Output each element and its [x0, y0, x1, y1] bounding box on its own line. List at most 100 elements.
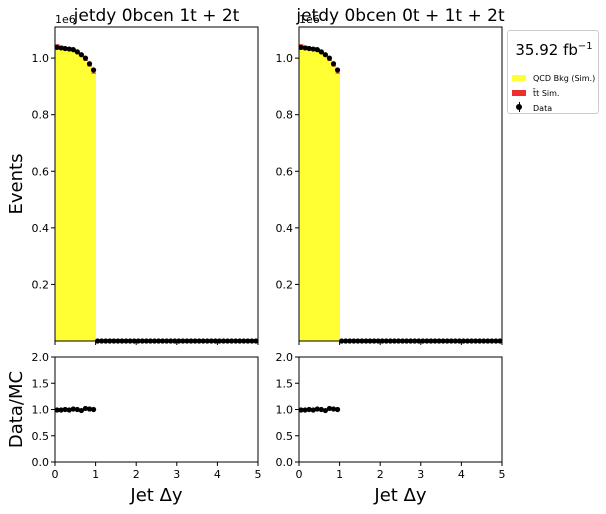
panel1-ytick-label: 0.4 [32, 222, 50, 235]
panel2-data-point [375, 338, 381, 344]
panel2-data-point [310, 46, 316, 52]
panel2-xtick-label: 5 [499, 468, 506, 481]
panel2-xtick-label: 4 [458, 468, 465, 481]
panel1-data-point [184, 338, 190, 344]
panel1-data-point [135, 338, 141, 344]
panel1-data-point [147, 338, 154, 344]
panel1-data-point [111, 338, 117, 344]
panel1-ratio-point [58, 407, 64, 413]
panel2-data-point [493, 338, 499, 344]
panel2-data-point [468, 338, 475, 344]
panel1-ratio-ylabel: Data/MC [6, 371, 27, 448]
panel2-bar-qcd [335, 73, 340, 342]
panel2-ratio-ytick-label: 0.5 [276, 430, 294, 443]
panel1-data-point [107, 338, 113, 344]
panel1-ratio-point [86, 406, 93, 412]
panel2-data-point [371, 338, 377, 344]
panel2-data-point [416, 338, 422, 344]
panel1-data-point [176, 338, 182, 344]
panel2-ratio-point [318, 406, 324, 413]
panel1-data-point [155, 338, 162, 344]
panel2-bar-qcd [319, 52, 324, 341]
panel2-data-point [440, 338, 446, 344]
panel2-data-point [343, 338, 349, 344]
panel1-xtick-label: 4 [214, 468, 221, 481]
panel1-data-point [204, 338, 210, 344]
panel2-data-point [351, 338, 357, 344]
panel1-data-point [229, 338, 235, 344]
panel2-ratio-point [314, 406, 320, 412]
panel2-data-point [355, 338, 361, 344]
panel1-data-point [196, 338, 202, 344]
panel1-data-point [224, 338, 231, 344]
panel2-bar-qcd [331, 66, 336, 341]
panel1-ytick-label: 0.8 [32, 109, 50, 122]
panel1-bar-qcd [55, 45, 60, 341]
panel1-data-point [115, 338, 121, 344]
panel2-data-point [424, 338, 430, 344]
panel1-data-point [241, 338, 247, 344]
panel2-ratio-point [298, 407, 304, 413]
panel1-data-points [54, 44, 259, 344]
panel2-data-point [464, 338, 471, 344]
panel2-data-point [473, 338, 479, 344]
panel1-data-point [245, 338, 251, 344]
panel2-data-point [302, 45, 308, 51]
panel2-data-point [306, 45, 312, 52]
panel2-data-point [448, 338, 454, 344]
panel2-ytick-label: 0.4 [276, 222, 294, 235]
panel1-data-point [237, 338, 243, 344]
legend-swatch-qcd [512, 75, 526, 81]
legend-marker-data [516, 104, 522, 110]
panel2-data-point [395, 338, 402, 344]
panel2-bar-qcd [311, 48, 316, 341]
panel1-data-point [159, 338, 166, 344]
panel2-data-point [339, 338, 345, 344]
luminosity-value: 35.92 fb [515, 41, 578, 59]
legend: 35.92 fb−1 QCD Bkg (Sim.) t̄t Sim. Data [507, 30, 599, 114]
panel2-data-point [363, 338, 369, 344]
legend-swatch-ttbar [512, 90, 526, 96]
panel2-data-point [383, 338, 389, 344]
panel2-data-point [412, 338, 418, 344]
panel2-ratio-ytick-label: 1.0 [276, 404, 294, 417]
panel1-ylabel: Events [6, 154, 27, 215]
panel1-xtick-label: 2 [133, 468, 140, 481]
panel1-data-point [208, 338, 214, 344]
panel1-ratio-point [82, 405, 89, 412]
panel1-ratio-ytick-label: 0.0 [32, 456, 50, 469]
panel1-ratio-point [54, 407, 60, 413]
panel2-ratio-point [330, 406, 337, 412]
panel2-data-point [387, 338, 393, 344]
panel1-data-point [164, 338, 170, 344]
panel2-ratio-point [306, 406, 312, 413]
panel1-bar-qcd [79, 56, 84, 342]
panel1-ratio-point [78, 407, 84, 414]
panel2-data-point [477, 338, 483, 344]
panel1-ratio-ytick-label: 1.0 [32, 404, 50, 417]
panel2-bar-qcd [323, 56, 328, 342]
panel1-title: jetdy 0bcen 1t + 2t [73, 6, 240, 26]
panel2-data-point [456, 338, 462, 344]
panel1-ratio-point [62, 406, 68, 413]
panel2-data-point [444, 338, 450, 344]
panel2-data-point [298, 44, 304, 50]
panel2-ytick-label: 0.2 [276, 278, 294, 291]
panel1-data-point [82, 55, 89, 61]
panel1-bar-qcd [63, 48, 68, 341]
panel2-bar-qcd [307, 48, 312, 341]
panel1-data-point [233, 338, 239, 344]
panel1-y-exponent: 1e6 [55, 13, 76, 26]
panel2-data-point [399, 338, 406, 344]
panel1-ytick-label: 1.0 [32, 52, 50, 65]
legend-label-data: Data [533, 104, 553, 113]
panel1-data-point [74, 49, 80, 55]
panel1-xtick-label: 5 [255, 468, 262, 481]
panel1-bar-qcd [83, 60, 88, 341]
panel1-bar-qcd [75, 52, 80, 341]
panel2-data-point [436, 338, 442, 344]
panel1-data-point [249, 338, 255, 344]
panel2-bar-qcd [299, 45, 304, 341]
panel2-data-point [489, 338, 495, 344]
